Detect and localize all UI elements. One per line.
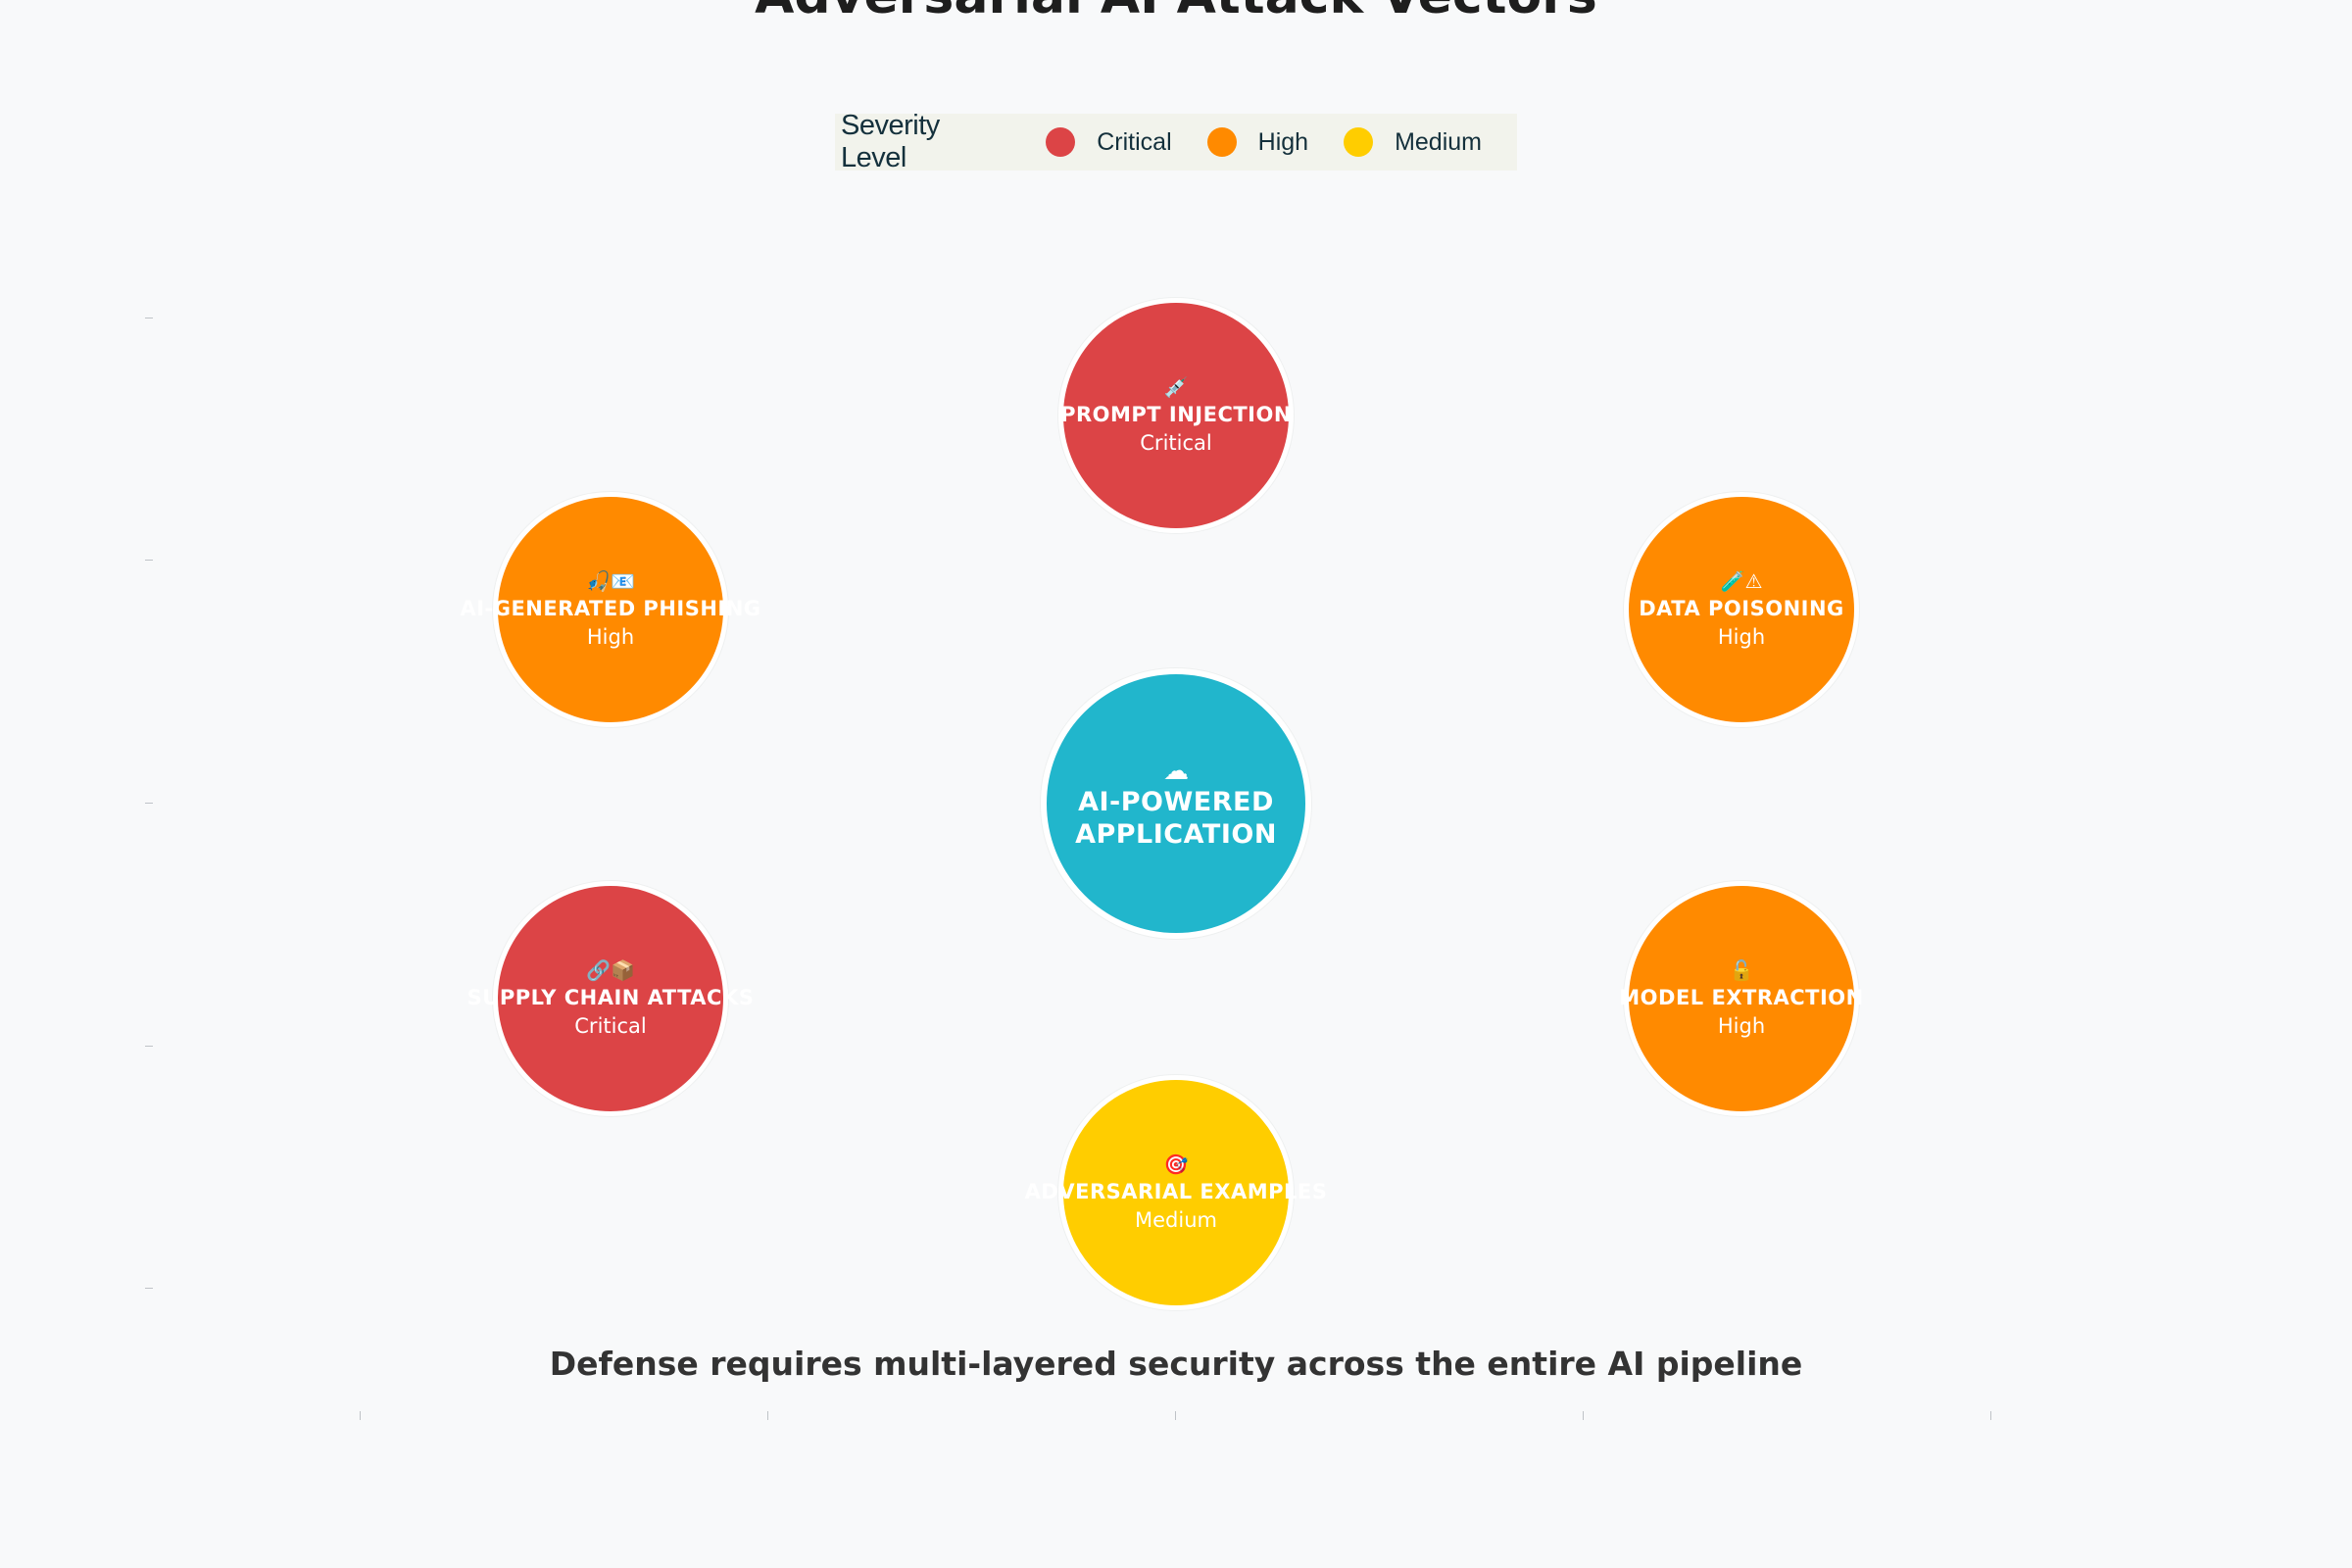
footer-caption: Defense requires multi-layered security … xyxy=(549,1345,1803,1383)
axis-tick xyxy=(145,560,153,561)
poison-warning-icon: 🧪⚠ xyxy=(1720,569,1763,593)
severity-legend: Severity Level Critical High Medium xyxy=(835,110,1517,173)
legend-title: Severity Level xyxy=(841,110,940,173)
axis-tick xyxy=(145,1288,153,1289)
vector-severity: Medium xyxy=(1135,1208,1217,1232)
vector-label: PROMPT INJECTION xyxy=(1060,403,1292,426)
legend-swatch-critical xyxy=(1046,127,1076,157)
legend-item-critical: Critical xyxy=(1046,127,1172,157)
vector-model-extraction: 🔓 MODEL EXTRACTION High xyxy=(1619,881,1863,1116)
vector-severity: Critical xyxy=(1140,431,1212,455)
target-icon: 🎯 xyxy=(1163,1152,1189,1176)
vector-supply-chain-attacks: 🔗📦 SUPPLY CHAIN ATTACKS Critical xyxy=(467,881,754,1116)
hub-label-line2: APPLICATION xyxy=(1075,819,1277,850)
chain-package-icon: 🔗📦 xyxy=(586,958,635,982)
vector-label: MODEL EXTRACTION xyxy=(1619,986,1864,1009)
axis-tick xyxy=(360,1411,361,1420)
vector-content: 🧪⚠ DATA POISONING High xyxy=(1639,568,1844,651)
axis-tick xyxy=(145,1046,153,1047)
vector-content: 💉 PROMPT INJECTION Critical xyxy=(1060,374,1292,457)
legend-swatch-medium xyxy=(1344,127,1374,157)
vector-severity: Critical xyxy=(574,1014,647,1038)
vector-severity: High xyxy=(586,625,635,649)
vector-severity: High xyxy=(1717,1014,1766,1038)
vector-severity: High xyxy=(1717,625,1766,649)
axis-tick xyxy=(1583,1411,1584,1420)
legend-swatch-high xyxy=(1206,127,1237,157)
diagram-title: Adversarial AI Attack Vectors xyxy=(0,0,2352,25)
vector-ai-generated-phishing: 🎣📧 AI-GENERATED PHISHING High xyxy=(460,492,760,727)
legend-label-critical: Critical xyxy=(1097,127,1172,156)
vector-label: ADVERSARIAL EXAMPLES xyxy=(1024,1180,1328,1203)
vector-label: DATA POISONING xyxy=(1639,597,1844,620)
hub-content: ☁ AI-POWERED APPLICATION xyxy=(1075,757,1277,851)
vector-adversarial-examples: 🎯 ADVERSARIAL EXAMPLES Medium xyxy=(1025,1075,1327,1310)
vector-content: 🎣📧 AI-GENERATED PHISHING High xyxy=(460,568,760,651)
axis-tick xyxy=(145,803,153,804)
vector-data-poisoning: 🧪⚠ DATA POISONING High xyxy=(1624,492,1859,727)
vector-content: 🔗📦 SUPPLY CHAIN ATTACKS Critical xyxy=(467,957,755,1040)
unlock-icon: 🔓 xyxy=(1729,958,1754,982)
vector-label: SUPPLY CHAIN ATTACKS xyxy=(466,986,755,1009)
phishing-email-icon: 🎣📧 xyxy=(586,569,635,593)
vector-content: 🔓 MODEL EXTRACTION High xyxy=(1619,957,1863,1040)
vector-content: 🎯 ADVERSARIAL EXAMPLES Medium xyxy=(1025,1152,1328,1234)
hub-ai-application: ☁ AI-POWERED APPLICATION xyxy=(1041,668,1311,939)
axis-tick xyxy=(767,1411,768,1420)
hub-label-line1: AI-POWERED xyxy=(1078,787,1274,817)
vector-prompt-injection: 💉 PROMPT INJECTION Critical xyxy=(1058,298,1294,533)
cloud-icon: ☁ xyxy=(1162,757,1189,786)
syringe-icon: 💉 xyxy=(1163,375,1189,399)
legend-item-medium: Medium xyxy=(1344,127,1482,157)
legend-label-medium: Medium xyxy=(1395,127,1482,156)
axis-tick xyxy=(1990,1411,1991,1420)
vector-label: AI-GENERATED PHISHING xyxy=(460,597,761,620)
axis-tick xyxy=(1175,1411,1176,1420)
legend-label-high: High xyxy=(1257,127,1309,156)
legend-item-high: High xyxy=(1206,127,1309,157)
